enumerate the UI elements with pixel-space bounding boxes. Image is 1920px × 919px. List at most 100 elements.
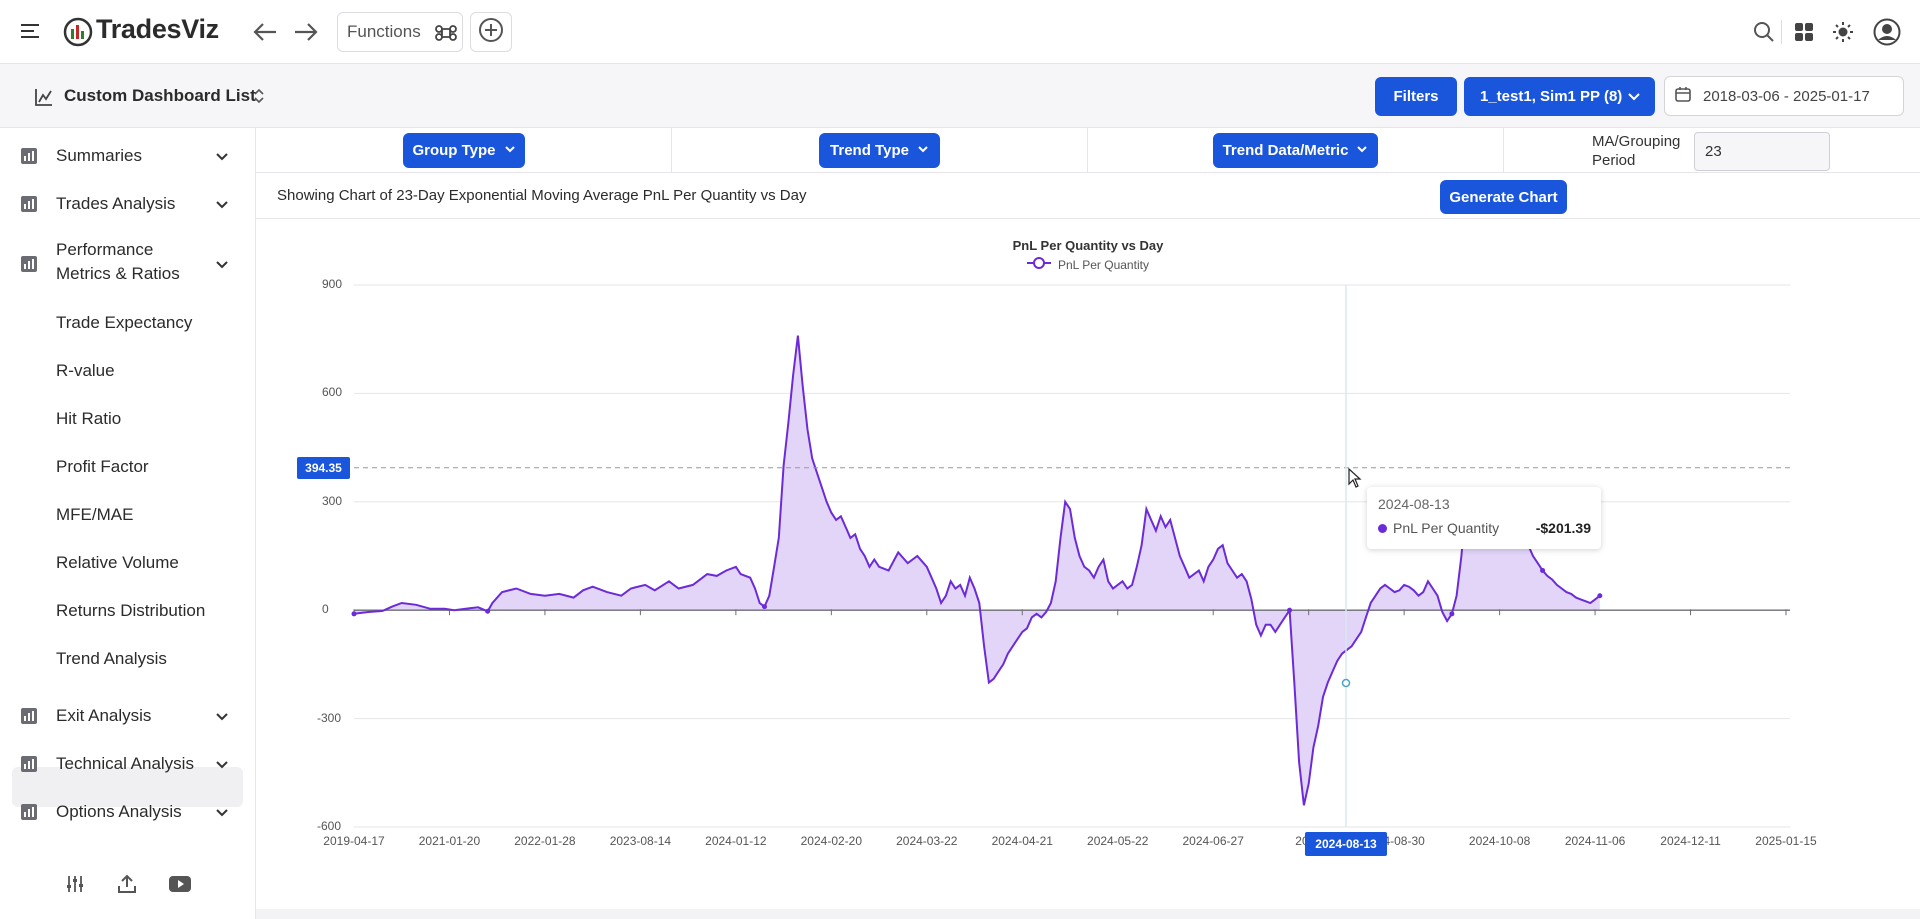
legend-marker-icon: [1026, 256, 1052, 273]
y-tick-label: 0: [322, 602, 329, 617]
report-icon: [19, 802, 39, 822]
ma-period-label: MA/Grouping Period: [1592, 132, 1692, 170]
sliders-icon[interactable]: [66, 875, 84, 898]
date-range-value: 2018-03-06 - 2025-01-17: [1703, 87, 1870, 105]
filters-label: Filters: [1393, 88, 1439, 105]
user-avatar-icon[interactable]: [1873, 18, 1901, 51]
sidebar-item-trade-expectancy[interactable]: Trade Expectancy: [56, 313, 193, 332]
chart-tooltip: 2024-08-13 PnL Per Quantity -$201.39: [1367, 487, 1601, 549]
top-bar: TradesViz Functions: [0, 0, 1920, 64]
mouse-cursor-icon: [1348, 467, 1362, 493]
sidebar-section-label-line2: Metrics & Ratios: [56, 264, 180, 283]
sidebar-section-label: Summaries: [56, 146, 142, 165]
sidebar-section-trades-analysis[interactable]: Trades Analysis: [0, 190, 256, 218]
crosshair-x-value: 2024-08-13: [1305, 832, 1387, 856]
report-icon: [19, 706, 39, 726]
sidebar-item-hit-ratio[interactable]: Hit Ratio: [56, 409, 122, 428]
trend-type-dropdown[interactable]: Trend Type: [819, 133, 940, 168]
hamburger-menu-icon[interactable]: [21, 23, 41, 39]
trend-metric-dropdown[interactable]: Trend Data/Metric: [1213, 133, 1378, 168]
x-tick-label: 2024-01-12: [705, 834, 767, 848]
sidebar-section-label: Exit Analysis: [56, 706, 152, 725]
report-icon: [19, 194, 39, 214]
forward-arrow-icon[interactable]: [293, 21, 319, 48]
chart-title: PnL Per Quantity vs Day: [1012, 238, 1164, 253]
trend-metric-label: Trend Data/Metric: [1222, 142, 1349, 159]
chart-controls: [256, 128, 1920, 173]
y-tick-label: -300: [317, 710, 342, 725]
chevron-down-icon: [1627, 89, 1641, 107]
account-label: 1_test1, Sim1 PP (8): [1480, 88, 1623, 105]
search-icon[interactable]: [1753, 21, 1775, 48]
theme-sun-icon[interactable]: [1832, 21, 1854, 48]
sidebar-item-relative-volume[interactable]: Relative Volume: [56, 553, 179, 572]
chart-area: PnL Per Quantity vs Day PnL Per Quantity: [256, 219, 1920, 919]
date-range-picker[interactable]: 2018-03-06 - 2025-01-17: [1664, 76, 1904, 116]
tooltip-series-name: PnL Per Quantity: [1393, 520, 1500, 536]
ma-period-value: 23: [1705, 143, 1722, 160]
x-tick-label: 4-08-30: [1383, 834, 1425, 848]
filters-button[interactable]: Filters: [1375, 77, 1457, 116]
apps-grid-icon[interactable]: [1794, 22, 1814, 47]
report-icon: [19, 754, 39, 774]
chart-legend[interactable]: PnL Per Quantity: [1026, 256, 1149, 273]
ma-period-input[interactable]: 23: [1694, 132, 1830, 171]
crosshair-y-value: 394.35: [297, 457, 350, 479]
sort-updown-icon[interactable]: [253, 88, 265, 109]
sidebar-section-performance-metrics[interactable]: Performance Metrics & Ratios: [0, 238, 256, 290]
x-tick-label: 2025-01-15: [1755, 834, 1817, 848]
sidebar-item-profit-factor[interactable]: Profit Factor: [56, 457, 149, 476]
sidebar-item-returns-distribution[interactable]: Returns Distribution: [56, 601, 206, 620]
sidebar-section-exit-analysis[interactable]: Exit Analysis: [0, 702, 256, 730]
functions-label: Functions: [347, 22, 421, 41]
sidebar-item-r-value[interactable]: R-value: [56, 361, 115, 380]
x-tick-label: 2019-04-17: [323, 834, 385, 848]
x-tick-label: 2022-01-28: [514, 834, 576, 848]
x-tick-label: 2024-06-27: [1182, 834, 1244, 848]
ma-period-label-line2: Period: [1592, 152, 1636, 169]
x-tick-label: 2024-04-21: [991, 834, 1053, 848]
chart-info-row: Showing Chart of 23-Day Exponential Movi…: [256, 173, 1920, 219]
generate-chart-label: Generate Chart: [1449, 188, 1558, 206]
sidebar-active-highlight: [12, 767, 243, 807]
ma-period-label-line1: MA/Grouping: [1592, 133, 1681, 150]
x-tick-label: 2024-05-22: [1087, 834, 1149, 848]
sidebar: Summaries Trades Analysis Performance Me…: [0, 128, 256, 919]
x-tick-label: 2024-10-08: [1468, 834, 1531, 848]
sidebar-section-options-analysis[interactable]: Options Analysis: [0, 798, 256, 826]
sidebar-section-technical-analysis[interactable]: Technical Analysis: [0, 750, 256, 778]
back-arrow-icon[interactable]: [252, 21, 278, 48]
plus-circle-icon: [478, 17, 504, 48]
group-type-dropdown[interactable]: Group Type: [403, 133, 525, 168]
sidebar-section-summaries[interactable]: Summaries: [0, 142, 256, 170]
sidebar-section-label: Technical Analysis: [56, 754, 194, 773]
y-tick-label: 600: [322, 385, 343, 400]
x-tick-label: 2023-08-14: [609, 834, 672, 848]
add-button[interactable]: [470, 12, 512, 52]
youtube-icon[interactable]: [169, 876, 191, 897]
group-type-label: Group Type: [412, 142, 496, 159]
chevron-down-icon: [214, 148, 230, 164]
x-tick-label: 2024-11-06: [1564, 834, 1626, 848]
sidebar-item-mfe-mae[interactable]: MFE/MAE: [56, 505, 134, 524]
share-upload-icon[interactable]: [117, 874, 137, 899]
y-tick-label: 900: [322, 277, 343, 291]
chevron-down-icon: [214, 196, 230, 212]
functions-button[interactable]: Functions: [337, 12, 463, 52]
x-tick-label: 2024-03-22: [896, 834, 958, 848]
tooltip-value: -$201.39: [1535, 520, 1591, 536]
sidebar-item-trend-analysis[interactable]: Trend Analysis: [56, 649, 167, 668]
sidebar-section-label: Options Analysis: [56, 802, 182, 821]
account-select-button[interactable]: 1_test1, Sim1 PP (8): [1464, 77, 1655, 116]
tooltip-date: 2024-08-13: [1378, 496, 1450, 512]
calendar-icon: [1675, 86, 1691, 106]
control-cell: [1088, 128, 1504, 173]
dashboard-title[interactable]: Custom Dashboard List: [64, 86, 256, 105]
tooltip-series-dot: [1378, 524, 1387, 533]
chevron-down-icon: [214, 256, 230, 272]
trend-type-label: Trend Type: [830, 142, 909, 159]
generate-chart-button[interactable]: Generate Chart: [1440, 180, 1567, 214]
chevron-down-icon: [1356, 142, 1368, 159]
report-icon: [19, 254, 39, 274]
chevron-down-icon: [214, 708, 230, 724]
